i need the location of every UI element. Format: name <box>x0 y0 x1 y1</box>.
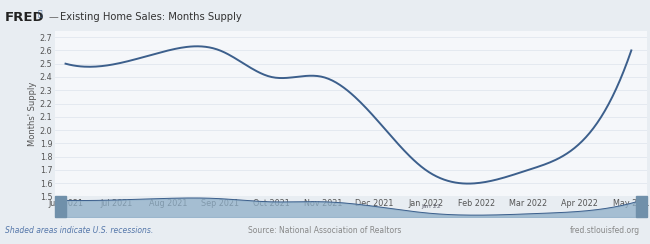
Text: Shaded areas indicate U.S. recessions.: Shaded areas indicate U.S. recessions. <box>5 226 153 235</box>
Text: Jan 22: Jan 22 <box>421 204 441 209</box>
Text: Source: National Association of Realtors: Source: National Association of Realtors <box>248 226 402 235</box>
Text: Existing Home Sales: Months Supply: Existing Home Sales: Months Supply <box>60 12 242 22</box>
Text: 📈: 📈 <box>38 9 42 18</box>
Text: —: — <box>49 12 58 22</box>
Text: fred.stlouisfed.org: fred.stlouisfed.org <box>570 226 640 235</box>
Bar <box>636 196 647 217</box>
Text: FRED: FRED <box>5 11 45 24</box>
Bar <box>55 196 66 217</box>
Y-axis label: Months' Supply: Months' Supply <box>28 81 37 146</box>
